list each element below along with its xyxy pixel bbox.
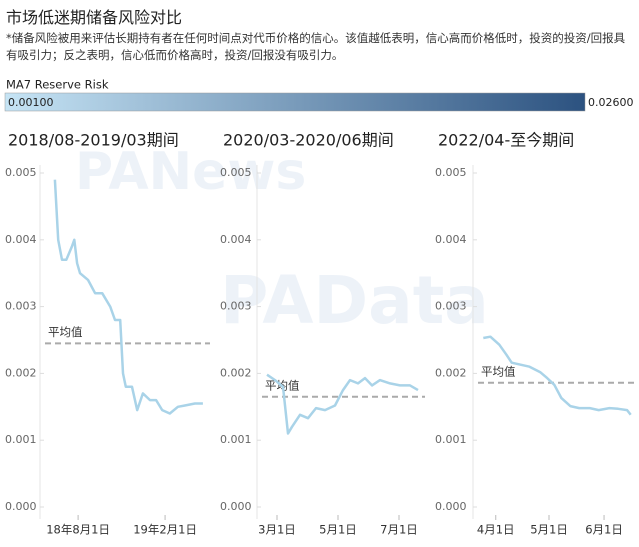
page-title: 市场低迷期储备风险对比 bbox=[6, 8, 183, 27]
y-tick-label: 0.003 bbox=[5, 300, 37, 313]
data-line bbox=[483, 335, 632, 416]
watermark: PAData bbox=[220, 262, 489, 339]
panel-title: 2018/08-2019/03期间 bbox=[8, 131, 179, 150]
y-tick-label: 0.001 bbox=[5, 433, 37, 446]
legend-title: MA7 Reserve Risk bbox=[6, 78, 109, 92]
y-tick-label: 0.002 bbox=[220, 366, 252, 379]
y-tick-label: 0.004 bbox=[435, 233, 467, 246]
x-tick-label: 18年8月1日 bbox=[46, 523, 110, 537]
y-tick-label: 0.002 bbox=[435, 366, 467, 379]
x-tick-label: 7月1日 bbox=[380, 523, 418, 537]
data-line bbox=[53, 179, 203, 415]
y-tick-label: 0.000 bbox=[220, 500, 252, 513]
panel-title: 2020/03-2020/06期间 bbox=[223, 131, 394, 150]
x-tick-label: 5月1日 bbox=[530, 523, 568, 537]
x-tick-label: 19年2月1日 bbox=[133, 523, 197, 537]
page-subtitle: *储备风险被用来评估长期持有者在任何时间点对代币价格的信心。该值越低表明，信心高… bbox=[6, 31, 626, 62]
y-tick-label: 0.005 bbox=[220, 166, 252, 179]
y-tick-label: 0.001 bbox=[435, 433, 467, 446]
y-tick-label: 0.003 bbox=[435, 300, 467, 313]
y-tick-label: 0.000 bbox=[5, 500, 37, 513]
y-tick-label: 0.004 bbox=[220, 233, 252, 246]
y-tick-label: 0.004 bbox=[5, 233, 37, 246]
x-tick-label: 4月1日 bbox=[477, 523, 515, 537]
y-tick-label: 0.003 bbox=[220, 300, 252, 313]
y-tick-label: 0.005 bbox=[435, 166, 467, 179]
legend-min: 0.00100 bbox=[8, 96, 54, 109]
reference-label: 平均值 bbox=[48, 325, 83, 339]
x-tick-label: 3月1日 bbox=[258, 523, 296, 537]
color-bar bbox=[4, 92, 586, 112]
data-line bbox=[266, 373, 419, 435]
legend-max: 0.02600 bbox=[588, 96, 634, 109]
x-tick-label: 6月1日 bbox=[585, 523, 623, 537]
y-tick-label: 0.000 bbox=[435, 500, 467, 513]
watermark: PANews bbox=[75, 142, 306, 202]
reference-label: 平均值 bbox=[481, 364, 516, 378]
y-tick-label: 0.002 bbox=[5, 366, 37, 379]
y-tick-label: 0.005 bbox=[5, 166, 37, 179]
panel-title: 2022/04-至今期间 bbox=[438, 131, 574, 150]
y-tick-label: 0.001 bbox=[220, 433, 252, 446]
x-tick-label: 5月1日 bbox=[319, 523, 357, 537]
